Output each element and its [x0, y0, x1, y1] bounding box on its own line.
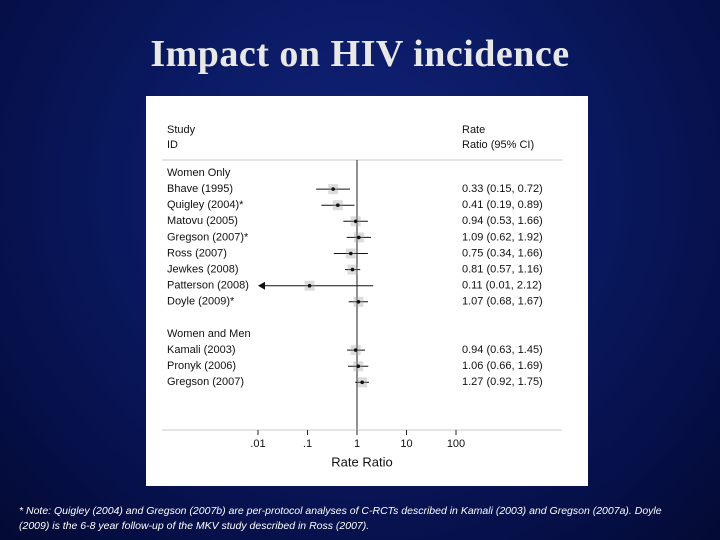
slide-title: Impact on HIV incidence	[150, 33, 570, 75]
point-estimate	[357, 235, 361, 240]
ci-label: 0.11 (0.01, 2.12)	[462, 280, 542, 292]
study-label: Pronyk (2006)	[167, 360, 236, 372]
study-label: Patterson (2008)	[167, 280, 249, 292]
study-label: Gregson (2007)	[167, 376, 244, 388]
header-ratio-ci: Ratio (95% CI)	[462, 139, 534, 151]
point-estimate	[349, 251, 353, 256]
group-label: Women and Men	[167, 328, 251, 340]
study-label: Doyle (2009)*	[167, 296, 235, 308]
x-axis-label: Rate Ratio	[331, 454, 392, 469]
ci-label: 0.75 (0.34, 1.66)	[462, 247, 543, 259]
x-tick-label: .1	[303, 438, 312, 450]
header-id: ID	[167, 139, 178, 151]
point-estimate	[331, 187, 335, 191]
ci-label: 1.27 (0.92, 1.75)	[462, 376, 543, 388]
ci-label: 0.33 (0.15, 0.72)	[462, 183, 543, 195]
ci-label: 1.09 (0.62, 1.92)	[462, 231, 543, 243]
x-tick-label: .01	[250, 438, 265, 450]
x-tick-label: 100	[447, 438, 465, 450]
ci-label: 0.94 (0.63, 1.45)	[462, 344, 543, 356]
study-label: Bhave (1995)	[167, 183, 233, 195]
study-label: Matovu (2005)	[167, 215, 238, 227]
point-estimate	[353, 219, 358, 224]
study-label: Ross (2007)	[167, 247, 227, 259]
x-tick-label: 1	[354, 438, 360, 450]
study-label: Jewkes (2008)	[167, 264, 239, 276]
point-estimate	[353, 348, 358, 352]
study-label: Quigley (2004)*	[167, 199, 244, 211]
ci-label: 0.41 (0.19, 0.89)	[462, 199, 543, 211]
group-label: Women Only	[167, 167, 231, 179]
point-estimate	[336, 203, 340, 207]
study-label: Kamali (2003)	[167, 344, 235, 356]
footnote-line-2: (2009) is the 6-8 year follow-up of the …	[19, 520, 370, 532]
point-estimate	[360, 380, 364, 385]
point-estimate	[356, 364, 361, 369]
point-estimate	[356, 300, 361, 304]
point-estimate	[307, 283, 312, 288]
x-tick-label: 10	[400, 438, 412, 450]
ci-arrow-left	[258, 281, 265, 290]
ci-label: 0.81 (0.57, 1.16)	[462, 264, 543, 276]
footnote: * Note: Quigley (2004) and Gregson (2007…	[19, 504, 709, 534]
ci-label: 1.06 (0.66, 1.69)	[462, 360, 543, 372]
forest-plot: Study ID Rate Ratio (95% CI) Women Only Bhave…	[162, 124, 562, 469]
point-estimate	[350, 267, 355, 272]
ci-label: 0.94 (0.53, 1.66)	[462, 215, 543, 227]
ci-label: 1.07 (0.68, 1.67)	[462, 296, 543, 308]
footnote-line-1: * Note: Quigley (2004) and Gregson (2007…	[19, 505, 662, 517]
header-rate: Rate	[462, 124, 485, 136]
study-label: Gregson (2007)*	[167, 231, 249, 243]
header-study: Study	[167, 124, 196, 136]
forest-plot-panel: Study ID Rate Ratio (95% CI) Women Only Bhave…	[146, 96, 588, 486]
